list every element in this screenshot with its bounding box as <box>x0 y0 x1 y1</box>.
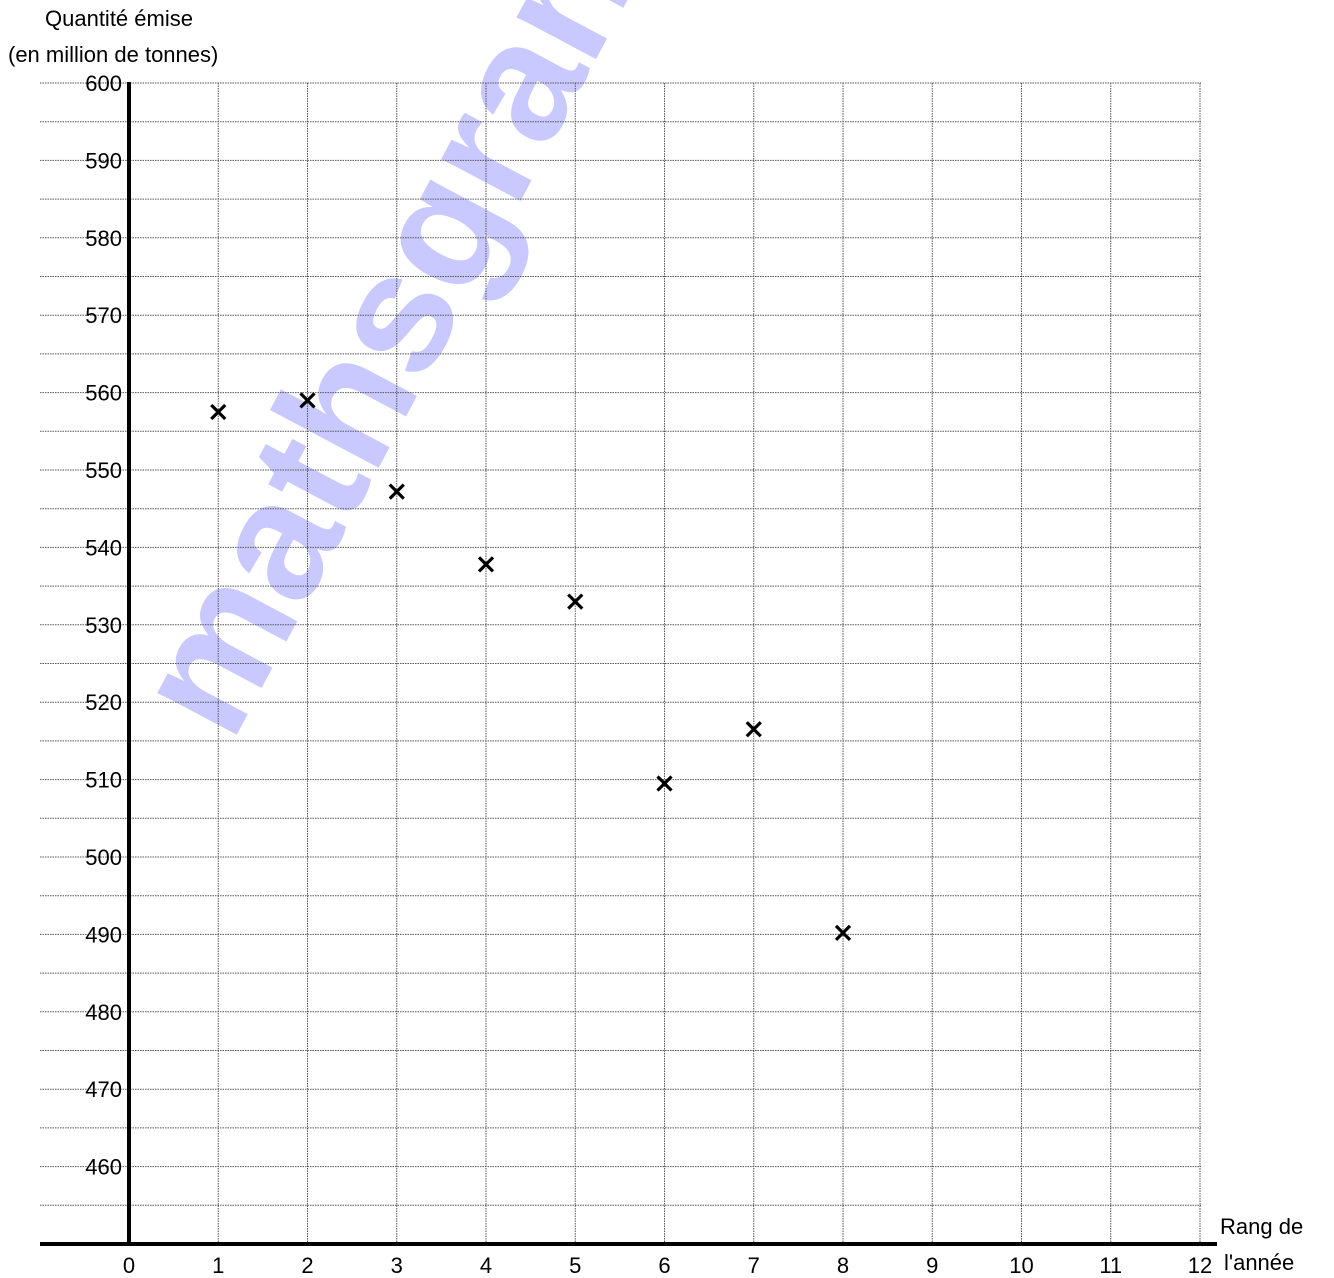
y-axis-label-line-2: (en million de tonnes) <box>8 42 219 67</box>
y-tick-label: 590 <box>85 148 122 173</box>
y-tick-label: 500 <box>85 845 122 870</box>
tick-labels: 4604704804905005105205305405505605705805… <box>85 71 1212 1278</box>
data-point-cross <box>834 924 852 941</box>
data-point-cross <box>656 775 673 792</box>
x-tick-label: 6 <box>658 1253 670 1278</box>
y-tick-label: 560 <box>85 381 122 406</box>
y-tick-label: 510 <box>85 768 122 793</box>
x-tick-label: 10 <box>1009 1253 1033 1278</box>
data-points <box>210 392 852 941</box>
y-tick-label: 480 <box>85 1000 122 1025</box>
y-tick-label: 470 <box>85 1077 122 1102</box>
x-tick-label: 8 <box>837 1253 849 1278</box>
axes <box>40 82 1217 1246</box>
x-axis-label-line-2: l'année <box>1224 1250 1295 1275</box>
data-point-cross <box>567 593 584 610</box>
y-tick-label: 580 <box>85 226 122 251</box>
y-tick-label: 520 <box>85 690 122 715</box>
x-tick-label: 0 <box>123 1253 135 1278</box>
x-tick-label: 11 <box>1099 1253 1122 1278</box>
x-tick-label: 7 <box>748 1253 760 1278</box>
x-tick-label: 12 <box>1188 1253 1212 1278</box>
data-point-cross <box>210 403 227 421</box>
x-tick-label: 1 <box>212 1253 224 1278</box>
y-tick-label: 550 <box>85 458 122 483</box>
y-tick-label: 570 <box>85 303 122 328</box>
data-point-cross <box>388 483 405 500</box>
y-tick-label: 530 <box>85 613 122 638</box>
data-point-cross <box>299 392 316 409</box>
y-axis-label-line-1: Quantité émise <box>45 6 193 31</box>
y-tick-label: 540 <box>85 535 122 560</box>
x-tick-label: 5 <box>569 1253 581 1278</box>
y-tick-label: 490 <box>85 922 122 947</box>
x-tick-label: 4 <box>480 1253 492 1278</box>
x-tick-label: 9 <box>926 1253 938 1278</box>
x-tick-label: 2 <box>301 1253 313 1278</box>
y-tick-label: 460 <box>85 1155 122 1180</box>
y-tick-label: 600 <box>85 71 122 96</box>
grid-lines <box>40 82 1201 1244</box>
data-point-cross <box>477 556 495 573</box>
x-axis-label-line-1: Rang de <box>1220 1214 1304 1239</box>
data-point-cross <box>745 721 762 738</box>
x-tick-label: 3 <box>391 1253 403 1278</box>
